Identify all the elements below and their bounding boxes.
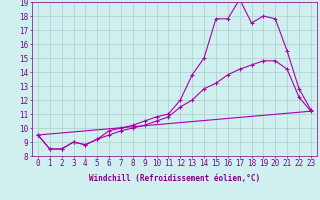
X-axis label: Windchill (Refroidissement éolien,°C): Windchill (Refroidissement éolien,°C) (89, 174, 260, 183)
